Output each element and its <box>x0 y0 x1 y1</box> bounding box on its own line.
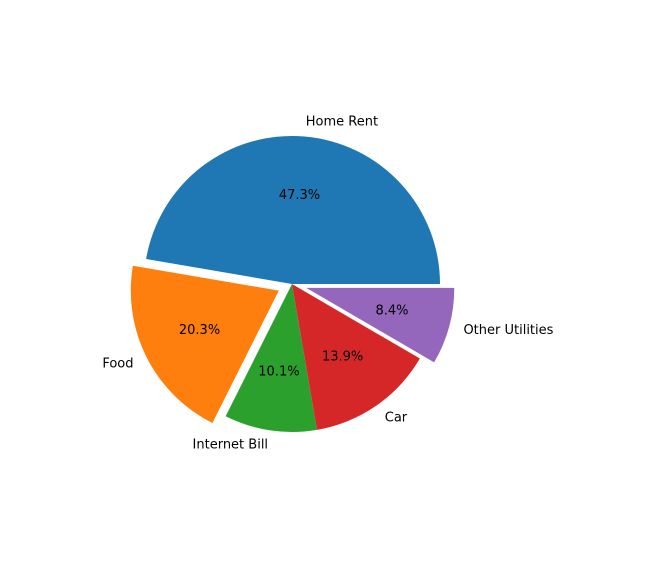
slice-label: Food <box>102 357 133 372</box>
pie-slice-internet-bill <box>225 284 317 432</box>
percent-label: 47.3% <box>279 188 320 203</box>
slice-label: Car <box>385 410 408 425</box>
percent-label: 10.1% <box>258 364 299 379</box>
slice-label: Home Rent <box>306 114 378 129</box>
slice-label: Internet Bill <box>193 438 269 453</box>
pie-slice-food <box>130 265 279 423</box>
percent-label: 13.9% <box>322 349 363 364</box>
slice-label: Other Utilities <box>463 323 553 338</box>
pie-slice-car <box>292 284 420 430</box>
percent-label: 20.3% <box>179 323 220 338</box>
pie-slice-home-rent <box>146 135 440 284</box>
pie-slice-other-utilities <box>306 287 455 363</box>
percent-label: 8.4% <box>375 304 408 319</box>
